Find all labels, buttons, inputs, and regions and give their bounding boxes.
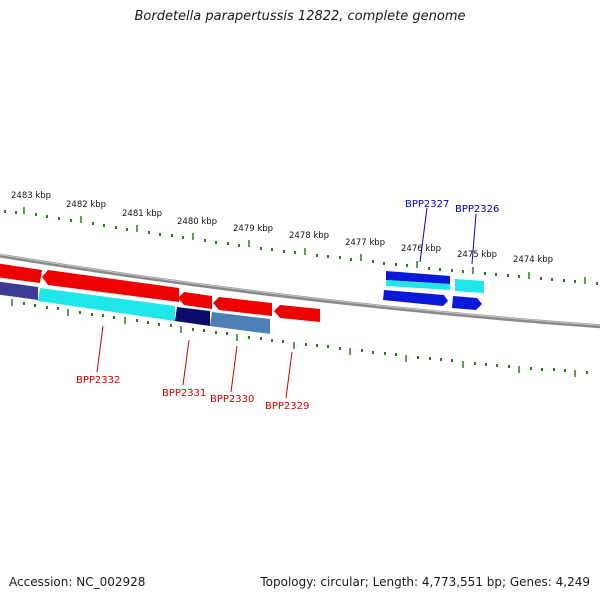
label-leader-bpp2330: [230, 345, 238, 393]
label-leader-bpp2329: [285, 351, 293, 399]
gene-label-bpp2331[interactable]: BPP2331: [162, 388, 206, 399]
gene-red-left[interactable]: [0, 263, 42, 283]
reverse-strand-genes-lower: [0, 281, 270, 334]
label-leader-bpp2332: [96, 325, 104, 373]
topology-text: Topology: circular; Length: 4,773,551 bp…: [260, 575, 590, 589]
gene-cyan-long[interactable]: [38, 288, 175, 321]
scale-label: 2482 kbp: [66, 200, 106, 210]
outer-minor-ticks: [4, 210, 598, 285]
genome-backbone-highlight: [0, 254, 600, 326]
scale-label: 2476 kbp: [401, 244, 441, 254]
gene-forward-arrow[interactable]: [383, 290, 448, 306]
gene-bpp2327[interactable]: [386, 271, 450, 284]
scale-label: 2475 kbp: [457, 250, 497, 260]
accession-text: Accession: NC_002928: [9, 575, 146, 589]
scale-label: 2481 kbp: [122, 209, 162, 219]
scale-label: 2477 kbp: [345, 238, 385, 248]
gene-label-bpp2330[interactable]: BPP2330: [210, 394, 254, 405]
scale-label: 2478 kbp: [289, 231, 329, 241]
label-leader-bpp2331: [182, 339, 190, 386]
gene-slate-left[interactable]: [0, 281, 38, 300]
gene-navy[interactable]: [175, 307, 210, 326]
gene-label-bpp2329[interactable]: BPP2329: [265, 401, 309, 412]
reverse-strand-genes-upper: [0, 263, 320, 322]
outer-tick-row: [4, 207, 598, 285]
gene-red-2[interactable]: [213, 297, 272, 316]
label-leader-bpp2327: [419, 207, 428, 263]
gene-label-bpp2332[interactable]: BPP2332: [76, 375, 120, 386]
genome-backbone: [0, 253, 600, 329]
gene-label-bpp2327[interactable]: BPP2327: [405, 199, 449, 210]
scale-label: 2479 kbp: [233, 224, 273, 234]
inner-minor-ticks: [23, 302, 588, 374]
map-title: Bordetella parapertussis 12822, complete…: [134, 9, 466, 24]
gene-label-bpp2326[interactable]: BPP2326: [455, 204, 499, 215]
forward-strand-genes: [383, 271, 484, 310]
label-leader-bpp2326: [471, 213, 477, 265]
gene-steelblue[interactable]: [210, 312, 270, 334]
gene-forward-arrow-small[interactable]: [452, 296, 482, 310]
gene-red-long[interactable]: [42, 270, 179, 302]
gene-bpp2326[interactable]: [455, 279, 484, 293]
scale-label: 2483 kbp: [11, 191, 51, 201]
gene-red-mid[interactable]: [178, 292, 212, 309]
scale-label: 2474 kbp: [513, 255, 553, 265]
gene-bpp2327-sub[interactable]: [386, 280, 450, 290]
inner-tick-row: [11, 299, 588, 377]
scale-label: 2480 kbp: [177, 217, 217, 227]
gene-red-3[interactable]: [274, 305, 320, 322]
